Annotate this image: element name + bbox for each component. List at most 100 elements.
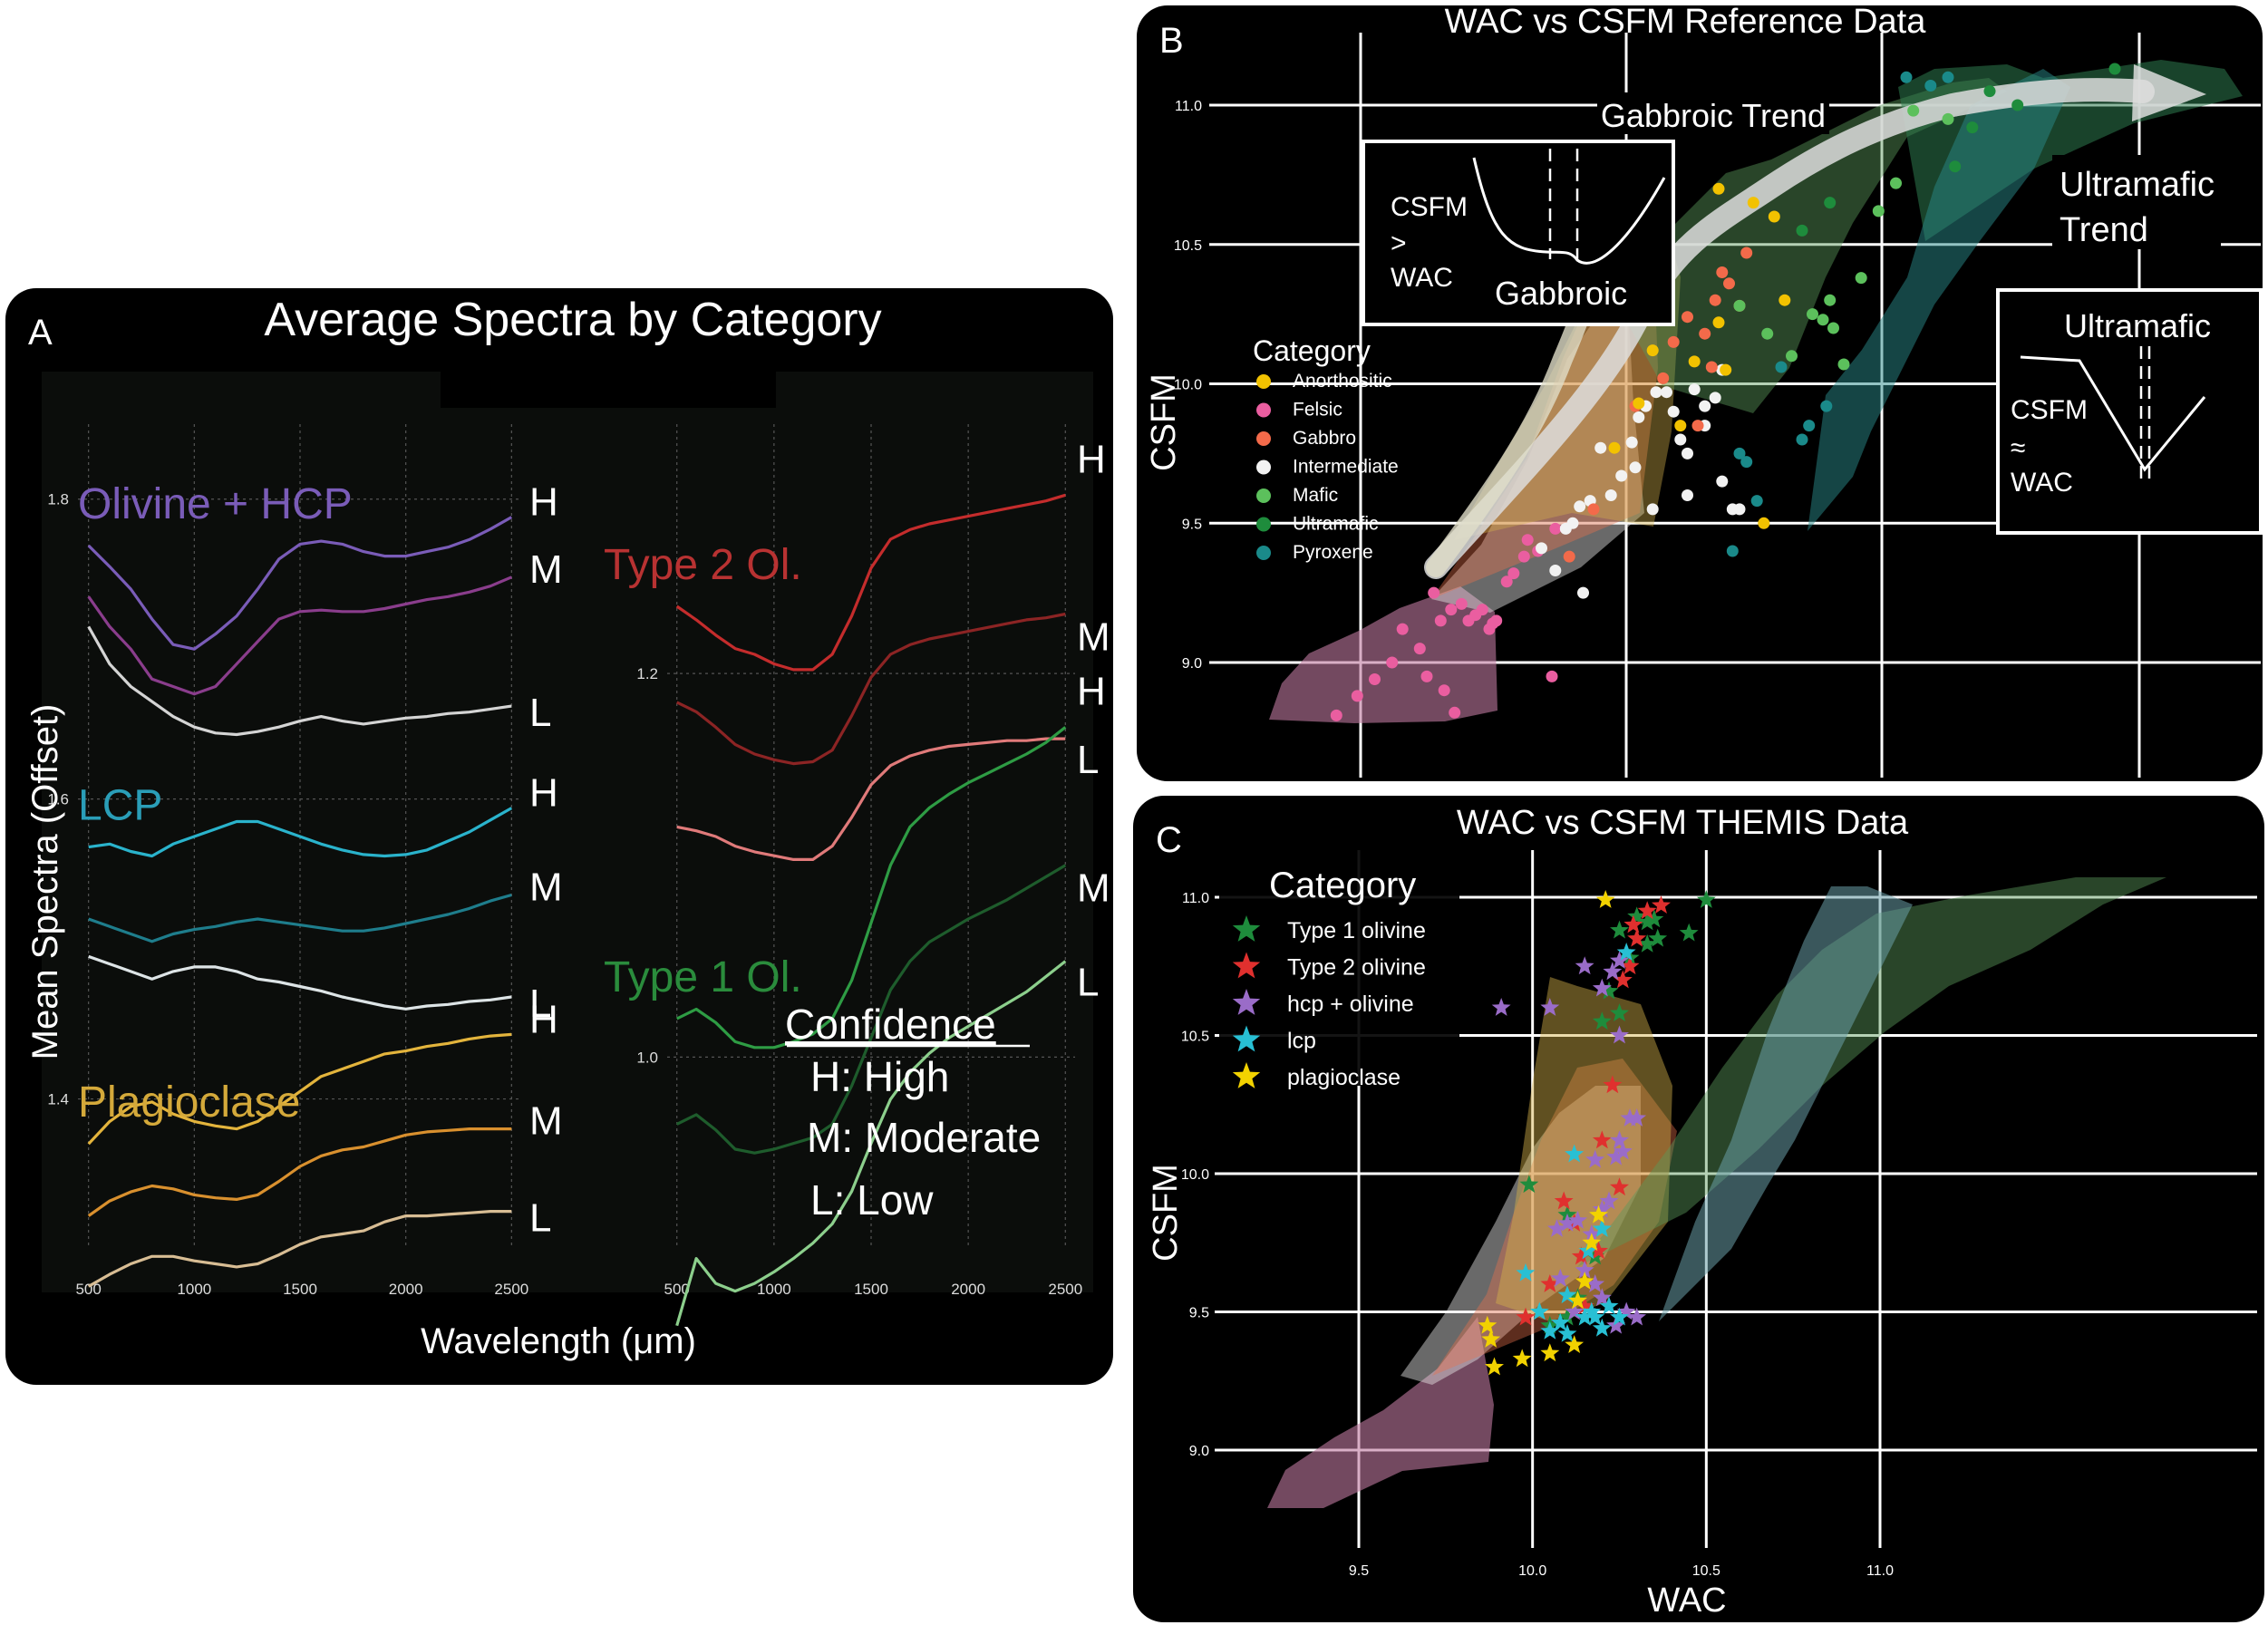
reference-legend-label-pyroxene[interactable]: Pyroxene bbox=[1293, 542, 1373, 563]
reference-y-tick-label: 10.5 bbox=[1174, 238, 1202, 254]
themis-point-plagioclase bbox=[1478, 1315, 1497, 1334]
themis-point-lcp bbox=[1516, 1262, 1536, 1282]
themis-legend-label-lcp[interactable]: lcp bbox=[1287, 1029, 1316, 1054]
themis-point-type-1-olivine bbox=[1696, 890, 1716, 908]
themis-ticks: 9.0 9.5 10.0 10.5 11.0 9.5 10.0 10.5 11.0 bbox=[1181, 891, 1894, 1579]
themis-point-hcp-olivine bbox=[1610, 951, 1629, 969]
gabbroic-inset-label-2: > bbox=[1391, 228, 1407, 258]
reference-point-mafic bbox=[1872, 205, 1885, 218]
spectrum-olivine-hcp-m bbox=[87, 576, 512, 696]
reference-point-ultramafic bbox=[1796, 224, 1808, 237]
spectrum-plagioclase-m bbox=[87, 1127, 512, 1217]
themis-point-hcp-olivine bbox=[1491, 998, 1511, 1016]
reference-point-mafic bbox=[1827, 322, 1839, 334]
reference-point-anorthositic bbox=[1779, 294, 1791, 306]
themis-legend[interactable]: Type 1 olivine Type 2 olivine hcp + olivin… bbox=[1232, 915, 1426, 1090]
ultramafic-inset-label-3: WAC bbox=[2011, 468, 2073, 498]
themis-point-type-2-olivine bbox=[1620, 956, 1640, 975]
themis-point-hcp-olivine bbox=[1606, 1146, 1626, 1166]
themis-point-hcp-olivine bbox=[1550, 1268, 1570, 1287]
themis-point-type-2-olivine bbox=[1516, 1307, 1536, 1326]
reference-point-anorthositic bbox=[1768, 210, 1780, 223]
ultramafic-inset-label-2: ≈ bbox=[2011, 433, 2025, 463]
themis-point-lcp bbox=[1599, 1296, 1619, 1315]
themis-y-tick-label: 9.5 bbox=[1189, 1306, 1209, 1321]
panel-b-y-axis-label: CSFM bbox=[1145, 373, 1183, 471]
themis-point-type-1-olivine bbox=[1679, 923, 1699, 942]
confidence-low: L: Low bbox=[810, 1176, 934, 1224]
reference-point-ultramafic bbox=[1966, 121, 1979, 134]
reference-legend-label-intermediate[interactable]: Intermediate bbox=[1293, 457, 1399, 478]
panel-b-title: WAC vs CSFM Reference Data bbox=[1445, 5, 1927, 41]
themis-point-type-2-olivine bbox=[1603, 1075, 1623, 1094]
reference-legend-label-mafic[interactable]: Mafic bbox=[1293, 485, 1338, 506]
reference-points bbox=[1330, 63, 2121, 721]
reference-legend-label-ultramafic[interactable]: Ultramafic bbox=[1293, 514, 1379, 535]
themis-point-lcp bbox=[1610, 1307, 1629, 1326]
spectra-x-tick-label: 1000 bbox=[757, 1281, 791, 1298]
reference-point-intermediate bbox=[1633, 411, 1645, 423]
reference-point-felsic bbox=[1369, 673, 1381, 685]
themis-point-hcp-olivine bbox=[1613, 1141, 1633, 1160]
reference-legend-label-anorthositic[interactable]: Anorthositic bbox=[1293, 371, 1392, 392]
themis-legend-label-type-2-olivine[interactable]: Type 2 olivine bbox=[1287, 955, 1426, 981]
reference-point-ultramafic bbox=[1824, 197, 1837, 209]
reference-point-gabbro bbox=[1657, 372, 1670, 384]
themis-point-lcp bbox=[1575, 1307, 1594, 1326]
themis-point-type-2-olivine bbox=[1554, 1191, 1574, 1210]
reference-point-pyroxene bbox=[1726, 545, 1739, 557]
themis-hull-anorthositic bbox=[1496, 977, 1672, 1321]
reference-point-pyroxene bbox=[1900, 71, 1913, 83]
reference-point-mafic bbox=[1761, 327, 1774, 340]
themis-legend-label-plagioclase[interactable]: plagioclase bbox=[1287, 1065, 1401, 1090]
reference-point-gabbro bbox=[1682, 311, 1693, 324]
panel-a-title-gap bbox=[441, 372, 776, 408]
reference-legend-marker-mafic bbox=[1256, 488, 1271, 503]
reference-point-gabbro bbox=[1691, 420, 1704, 432]
gabbroic-inset-box bbox=[1362, 140, 1675, 326]
themis-point-plagioclase bbox=[1481, 1330, 1501, 1348]
themis-legend-label-type-1-olivine[interactable]: Type 1 olivine bbox=[1287, 918, 1426, 943]
confidence-high: H: High bbox=[810, 1053, 949, 1100]
reference-point-ultramafic bbox=[2011, 99, 2024, 111]
gabbroic-inset-curve bbox=[1472, 157, 1666, 265]
reference-point-intermediate bbox=[1688, 383, 1701, 396]
spectra-group-label: Olivine + HCP bbox=[78, 480, 353, 528]
gabbroic-inset: CSFM > WAC Gabbroic bbox=[1362, 140, 1675, 326]
themis-point-type-2-olivine bbox=[1613, 970, 1633, 989]
reference-point-felsic bbox=[1351, 690, 1363, 702]
spectrum-confidence-label: M bbox=[529, 547, 563, 592]
reference-legend-label-gabbro[interactable]: Gabbro bbox=[1293, 428, 1356, 449]
themis-point-type-2-olivine bbox=[1627, 928, 1647, 947]
reference-legend-label-felsic[interactable]: Felsic bbox=[1293, 400, 1342, 421]
reference-point-intermediate bbox=[1716, 475, 1729, 488]
reference-point-gabbro bbox=[1740, 247, 1753, 259]
reference-point-felsic bbox=[1396, 623, 1409, 635]
reference-point-intermediate bbox=[1566, 517, 1579, 529]
spectra-x-tick-label: 2000 bbox=[951, 1281, 985, 1298]
themis-legend-label-hcp-olivine[interactable]: hcp + olivine bbox=[1287, 991, 1414, 1017]
reference-point-mafic bbox=[1890, 177, 1902, 189]
reference-point-felsic bbox=[1490, 614, 1503, 627]
reference-point-anorthositic bbox=[1758, 517, 1770, 529]
spectra-y-tick-label: 1.2 bbox=[636, 665, 658, 682]
themis-point-type-1-olivine bbox=[1627, 906, 1647, 925]
themis-point-hcp-olivine bbox=[1575, 1260, 1594, 1279]
themis-point-lcp bbox=[1592, 1318, 1612, 1337]
themis-point-hcp-olivine bbox=[1592, 1199, 1612, 1218]
themis-legend-title: Category bbox=[1269, 866, 1416, 905]
spectrum-lcp-l bbox=[88, 954, 512, 1011]
themis-point-type-1-olivine bbox=[1610, 1003, 1629, 1021]
spectrum-type-1-ol-l bbox=[675, 960, 1067, 1327]
themis-point-type-2-olivine bbox=[1610, 1177, 1629, 1196]
reference-point-pyroxene bbox=[1740, 456, 1753, 469]
reference-point-pyroxene bbox=[1775, 361, 1788, 373]
reference-legend[interactable]: Anorthositic Felsic Gabbro Intermediate Mafi… bbox=[1256, 371, 1399, 563]
reference-point-ultramafic bbox=[2108, 63, 2121, 75]
themis-point-plagioclase bbox=[1568, 1291, 1587, 1310]
themis-point-hcp-olivine bbox=[1603, 962, 1623, 981]
ultramafic-trend-label-line2: Trend bbox=[2060, 211, 2148, 249]
reference-point-pyroxene bbox=[1942, 71, 1954, 83]
reference-legend-marker-pyroxene bbox=[1256, 546, 1271, 560]
themis-x-tick-label: 10.5 bbox=[1692, 1563, 1720, 1579]
